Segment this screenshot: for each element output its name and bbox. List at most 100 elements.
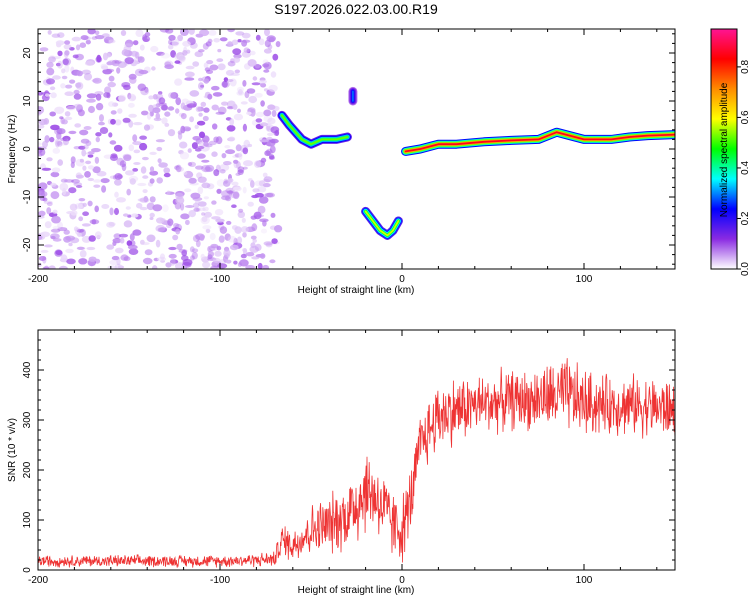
spectrogram-noise-cell: [149, 217, 154, 220]
spectrogram-noise-cell: [60, 83, 66, 89]
spectrogram-noise-cell: [271, 238, 278, 245]
spectrogram-noise-cell: [175, 196, 185, 205]
spectrogram-noise-cell: [192, 197, 203, 201]
spectrogram-noise-cell: [170, 258, 176, 266]
spectrogram-noise-cell: [110, 154, 118, 161]
spectrogram-noise-cell: [179, 152, 190, 160]
spectrogram-noise-cell: [75, 44, 81, 51]
spectrogram-noise-cell: [40, 191, 48, 197]
spectrogram-noise-cell: [201, 212, 206, 216]
spectrogram-noise-cell: [83, 126, 92, 130]
spectrogram-noise-cell: [109, 259, 118, 266]
spectrogram-noise-cell: [107, 81, 116, 88]
spectrogram-noise-cell: [228, 136, 236, 142]
spectrogram-noise-cell: [142, 189, 148, 194]
spectrogram-noise-cell: [236, 236, 243, 244]
spectrogram-noise-cell: [178, 249, 188, 253]
spectrogram-noise-cell: [149, 170, 159, 176]
spectrogram-noise-cell: [114, 191, 119, 198]
spectrogram-noise-cell: [122, 117, 131, 123]
spectrogram-noise-cell: [86, 93, 97, 99]
spectrogram-noise-cell: [206, 183, 215, 190]
spectrogram-noise-cell: [268, 156, 275, 160]
spectrogram-noise-cell: [167, 44, 174, 50]
spectrogram-noise-cell: [157, 227, 166, 233]
spectrogram-noise-cell: [194, 124, 199, 129]
spectrogram-noise-cell: [55, 250, 63, 256]
spectrogram-noise-cell: [57, 221, 63, 229]
spectrogram-noise-cell: [235, 144, 242, 152]
spectrogram-noise-cell: [94, 35, 105, 40]
spectrogram-y-tick-label: -10: [22, 189, 33, 204]
spectrogram-noise-cell: [80, 35, 89, 41]
spectrogram-noise-cell: [217, 63, 226, 71]
spectrogram-noise-cell: [149, 151, 157, 155]
spectrogram-noise-cell: [254, 92, 263, 98]
spectrogram-noise-cell: [99, 127, 109, 134]
spectrogram-noise-cell: [47, 30, 52, 35]
spectrogram-noise-cell: [114, 173, 123, 180]
spectrogram-noise-cell: [92, 166, 101, 174]
spectrogram-noise-cell: [168, 253, 177, 259]
spectrogram-noise-cell: [108, 39, 116, 44]
spectrogram-noise-cell: [135, 29, 144, 37]
spectrogram-noise-cell: [94, 30, 100, 36]
spectrogram-noise-cell: [161, 104, 169, 111]
spectrogram-noise-cell: [204, 67, 211, 72]
spectrogram-noise-cell: [128, 93, 137, 102]
spectrogram-noise-cell: [83, 144, 89, 150]
spectrogram-noise-cell: [187, 148, 192, 153]
spectrogram-noise-cell: [148, 104, 154, 113]
spectrogram-noise-cell: [194, 148, 202, 152]
spectrogram-noise-cell: [137, 83, 146, 91]
spectrogram-noise-cell: [213, 38, 220, 43]
spectrogram-noise-cell: [114, 263, 123, 269]
spectrogram-noise-cell: [87, 177, 95, 182]
spectrogram-noise-cell: [123, 154, 132, 161]
spectrogram-noise-cell: [241, 217, 246, 223]
spectrogram-noise-cell: [210, 243, 219, 249]
spectrogram-noise-cell: [114, 207, 119, 216]
spectrogram-noise-cell: [105, 68, 115, 73]
spectrogram-noise-cell: [69, 79, 76, 84]
spectrogram-noise-cell: [137, 198, 147, 202]
spectrogram-noise-cell: [227, 235, 237, 243]
spectrogram-noise-cell: [174, 60, 181, 64]
spectrogram-noise-cell: [180, 202, 185, 211]
spectrogram-noise-cell: [114, 60, 122, 64]
spectrogram-noise-cell: [124, 39, 134, 48]
spectrogram-noise-cell: [130, 50, 138, 57]
spectrogram-noise-cell: [50, 235, 56, 240]
spectrogram-noise-cell: [177, 34, 184, 42]
spectrogram-noise-cell: [83, 72, 93, 81]
spectrogram-noise-cell: [223, 161, 232, 166]
spectrogram-noise-cell: [168, 246, 177, 251]
spectrogram-noise-cell: [45, 93, 50, 97]
spectrogram-noise-cell: [209, 232, 216, 241]
spectrogram-noise-cell: [189, 116, 195, 123]
spectrogram-noise-cell: [229, 118, 235, 126]
spectrogram-noise-cell: [175, 108, 180, 114]
spectrogram-noise-cell: [264, 29, 270, 37]
spectrogram-noise-cell: [76, 70, 83, 77]
spectrogram-noise-cell: [95, 136, 101, 143]
spectrogram-noise-cell: [255, 34, 261, 41]
spectrogram-noise-cell: [264, 192, 274, 198]
spectrogram-noise-cell: [48, 265, 56, 269]
spectrogram-noise-cell: [237, 108, 241, 114]
spectrogram-noise-cell: [273, 130, 279, 136]
spectrogram-noise-cell: [142, 257, 153, 265]
spectrogram-noise-cell: [212, 123, 218, 130]
spectrogram-noise-cell: [59, 183, 69, 191]
spectrogram-noise-cell: [85, 39, 91, 45]
spectrogram-noise-cell: [99, 114, 104, 122]
spectrogram-noise-cell: [50, 124, 60, 131]
spectrogram-noise-cell: [263, 109, 272, 117]
spectrogram-noise-cell: [251, 82, 261, 86]
spectrogram-noise-cell: [160, 253, 165, 260]
spectrogram-noise-cell: [186, 103, 197, 108]
spectrogram-noise-cell: [251, 223, 258, 232]
spectrogram-noise-cell: [93, 179, 102, 183]
spectrogram-noise-cell: [55, 140, 60, 148]
spectrogram-noise-cell: [128, 120, 134, 128]
